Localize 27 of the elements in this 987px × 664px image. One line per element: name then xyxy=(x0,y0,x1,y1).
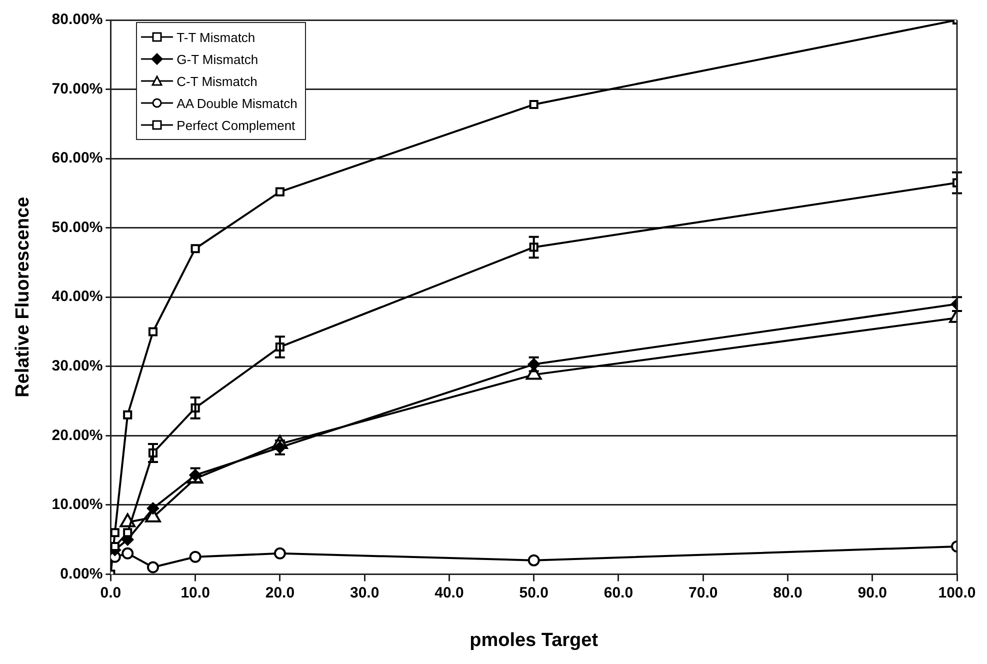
y-tick-label: 10.00% xyxy=(52,496,103,514)
legend-label: Perfect Complement xyxy=(176,118,296,132)
x-tick-label: 40.0 xyxy=(434,584,464,602)
x-tick-label: 10.0 xyxy=(180,584,210,602)
x-tick-label: 60.0 xyxy=(604,584,634,602)
x-tick-label: 80.0 xyxy=(773,584,802,602)
y-tick-label: 20.00% xyxy=(52,426,103,444)
x-tick-label: 30.0 xyxy=(350,584,380,602)
x-tick-label: 90.0 xyxy=(858,584,887,602)
y-axis-title: Relative Fluorescence xyxy=(12,196,34,398)
y-tick-label: 70.00% xyxy=(52,80,103,98)
legend-label: G-T Mismatch xyxy=(176,52,258,66)
legend-label: AA Double Mismatch xyxy=(176,96,298,110)
x-tick-label: 20.0 xyxy=(265,584,295,602)
legend-label: T-T Mismatch xyxy=(176,30,256,44)
y-tick-label: 50.00% xyxy=(52,218,103,236)
y-tick-label: 60.00% xyxy=(52,150,103,167)
x-tick-label: 50.0 xyxy=(519,584,548,602)
legend-label: C-T Mismatch xyxy=(176,74,258,88)
y-tick-label: 30.00% xyxy=(52,358,103,375)
x-axis-title: pmoles Target xyxy=(470,630,599,651)
x-tick-label: 0.0 xyxy=(100,584,122,602)
y-tick-label: 80.00% xyxy=(52,11,103,28)
y-tick-label: 0.00% xyxy=(60,565,103,582)
x-tick-label: 70.0 xyxy=(688,584,718,602)
y-tick-label: 40.00% xyxy=(52,288,103,306)
x-tick-label: 100.0 xyxy=(938,584,976,602)
